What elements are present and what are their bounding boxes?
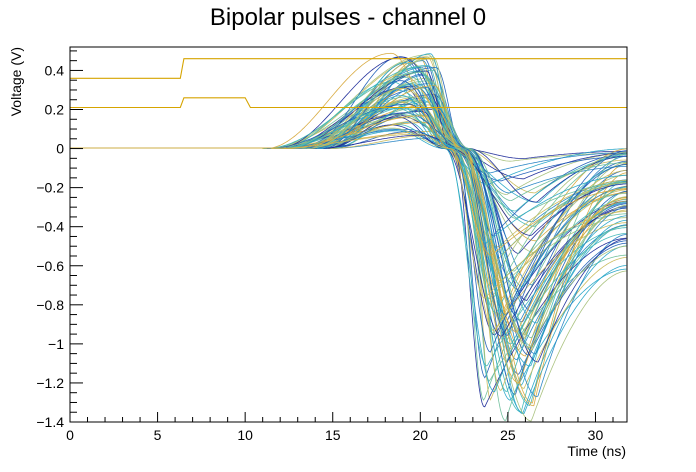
reference-series-group xyxy=(70,58,627,109)
y-tick-label: 0 xyxy=(56,141,64,157)
x-tick-label: 0 xyxy=(66,427,74,443)
reference-series-line xyxy=(70,58,627,79)
pulse-series-line xyxy=(70,124,627,408)
pulse-series-line xyxy=(70,66,627,348)
y-tick-label: −1.2 xyxy=(36,375,64,391)
y-tick-label: −1 xyxy=(48,336,64,352)
pulse-series-line xyxy=(70,115,627,256)
pulse-series-line xyxy=(70,134,627,391)
pulse-series-line xyxy=(70,54,627,254)
x-tick-label: 25 xyxy=(500,427,516,443)
x-tick-label: 20 xyxy=(413,427,429,443)
pulse-series-line xyxy=(70,113,627,382)
x-tick-label: 10 xyxy=(237,427,253,443)
plot-frame xyxy=(69,46,628,423)
reference-series-line xyxy=(70,97,627,109)
y-tick-label: −0.4 xyxy=(36,219,64,235)
pulse-series-line xyxy=(70,80,627,339)
pulse-series-group xyxy=(70,52,627,422)
pulse-series-line xyxy=(70,131,627,317)
chart-title: Bipolar pulses - channel 0 xyxy=(209,4,487,31)
x-tick-label: 5 xyxy=(154,427,162,443)
x-tick-label: 15 xyxy=(325,427,341,443)
pulse-series-line xyxy=(70,81,627,212)
y-axis-label: Voltage (V) xyxy=(8,47,24,116)
y-tick-label: 0.4 xyxy=(45,62,65,78)
y-tick-label: −0.2 xyxy=(36,180,64,196)
pulse-series-line xyxy=(70,96,627,202)
pulse-series-line xyxy=(70,70,627,236)
y-tick-label: −1.4 xyxy=(36,414,64,430)
y-tick-label: −0.6 xyxy=(36,258,64,274)
y-tick-label: −0.8 xyxy=(36,297,64,313)
pulse-series-line xyxy=(70,104,627,194)
axis-ticks: 0 5 10 15 20 25 30 −1.4 −1.2 −1 −0.8 −0.6 −0.4 −0.2 0 0… xyxy=(36,50,614,443)
x-axis-label: Time (ns) xyxy=(567,443,626,459)
x-tick-label: 30 xyxy=(588,427,604,443)
pulse-series-line xyxy=(70,134,627,363)
y-tick-label: 0.2 xyxy=(45,102,65,118)
